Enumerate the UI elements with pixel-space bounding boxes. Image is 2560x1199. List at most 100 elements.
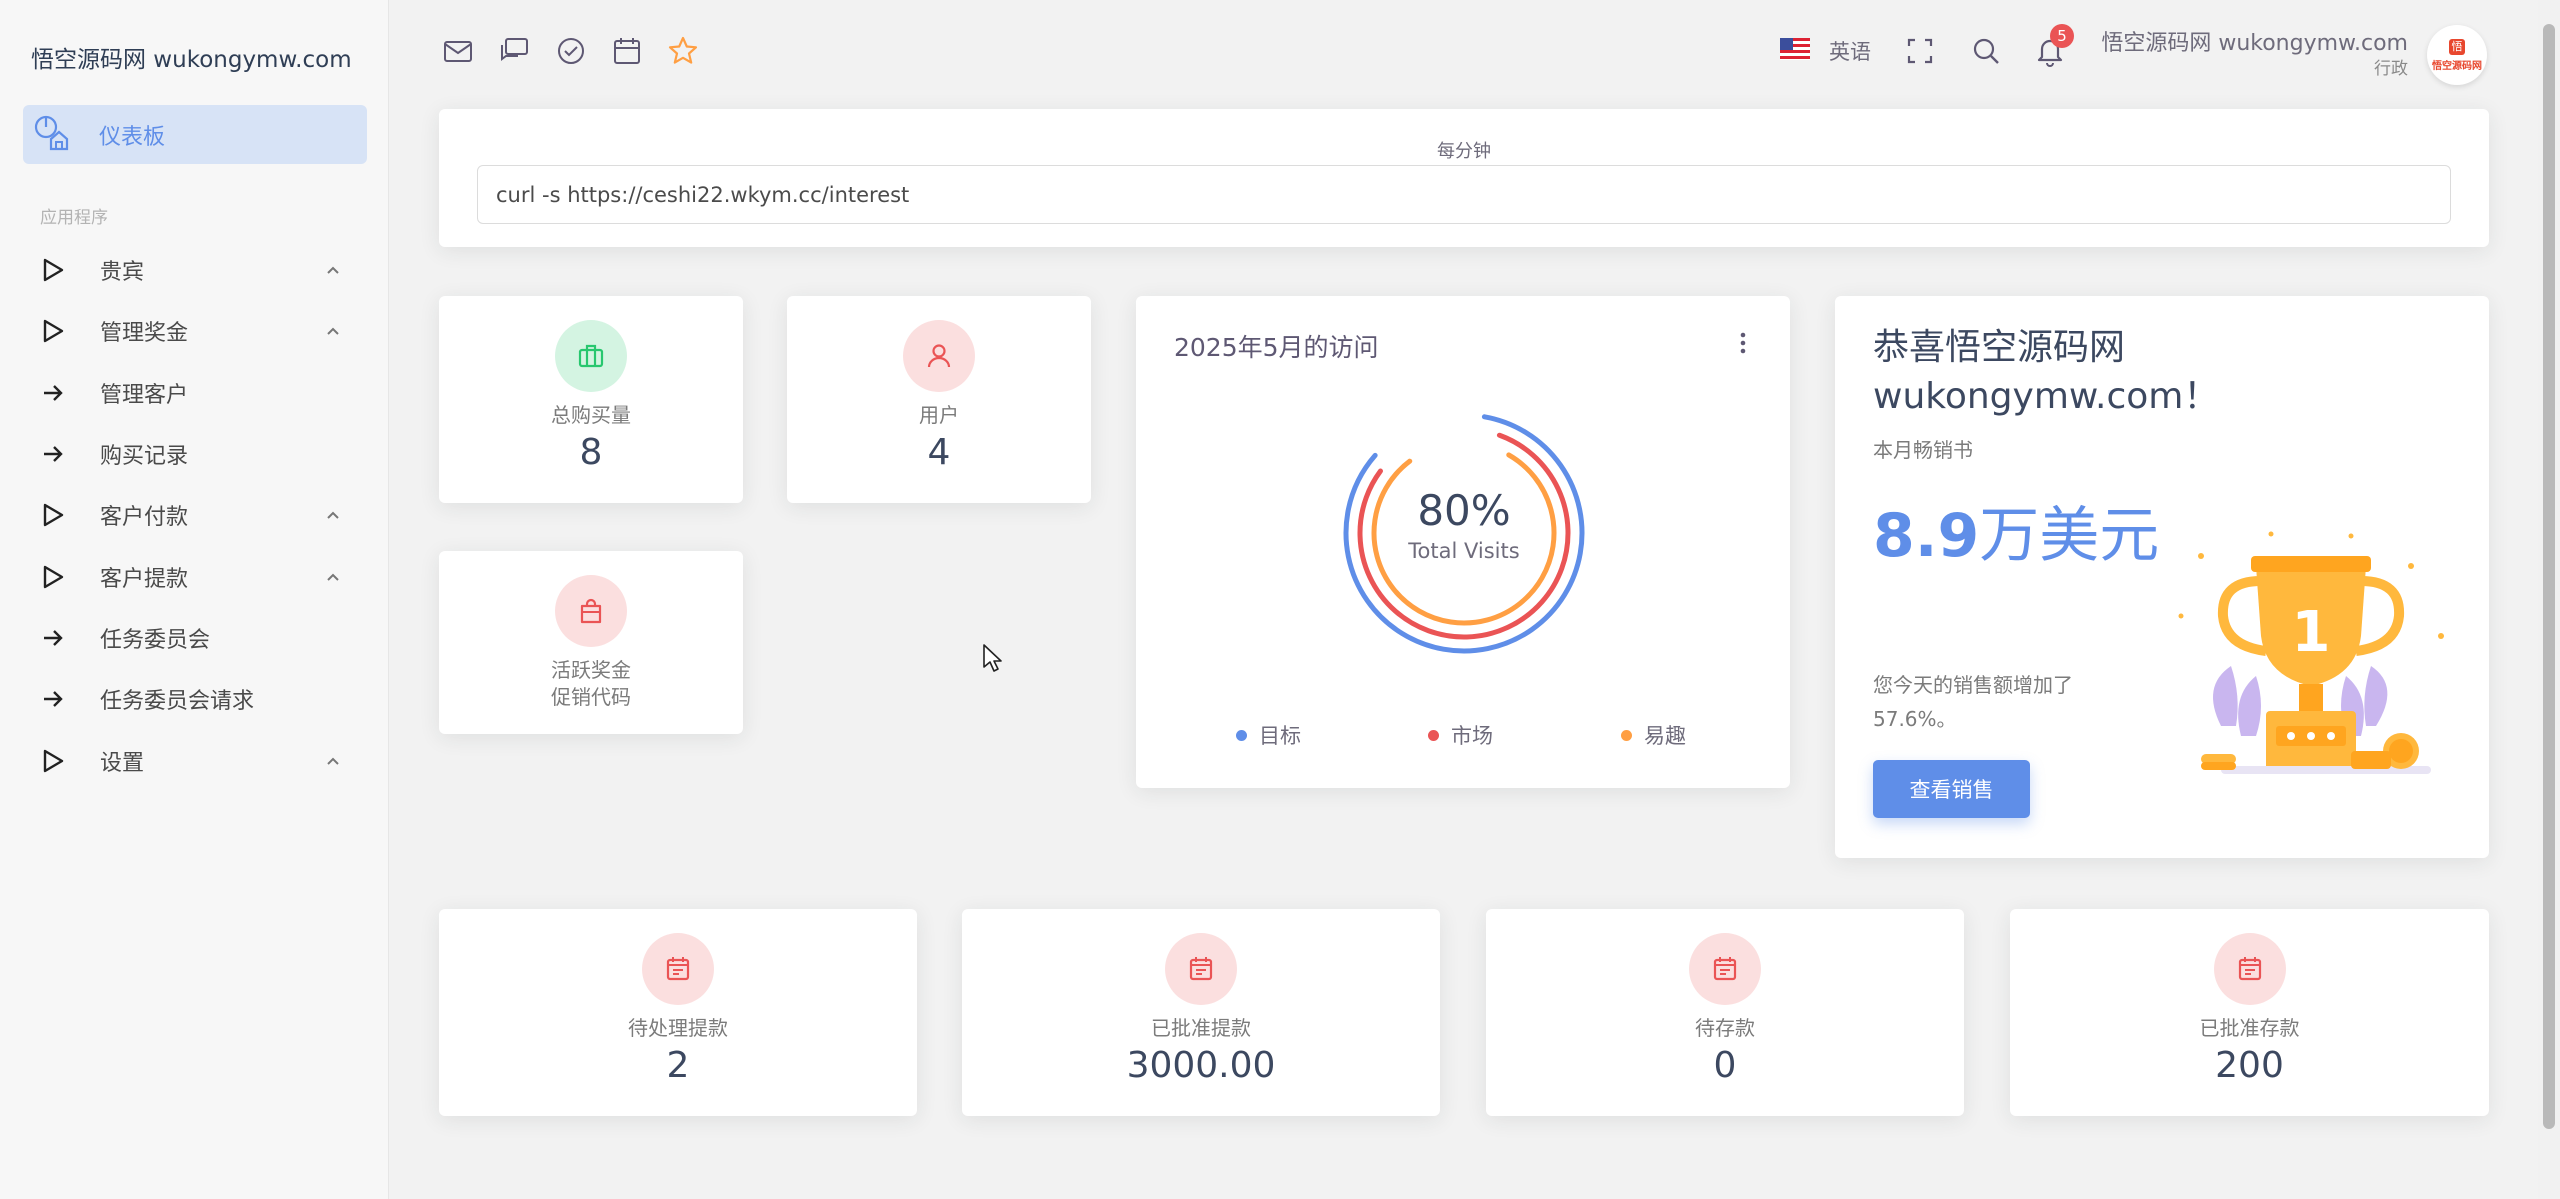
legend-item: 易趣 [1621,720,1686,750]
sidebar-item-customer-payments[interactable]: 客户付款 [40,493,360,537]
sidebar-item-dashboard[interactable]: 仪表板 [23,105,367,164]
shopping-bag-icon [580,598,602,624]
sales-increase-text: 您今天的销售额增加了 57.6%。 [1873,673,2073,731]
sidebar-item-settings[interactable]: 设置 [40,739,360,783]
trophy-icon: 1 [2178,531,2444,774]
shopping-bag-icon-wrap [555,575,627,647]
stat-value: 200 [2215,1045,2284,1086]
avatar-mark: 悟 [2449,38,2465,55]
legend-label: 目标 [1259,724,1301,748]
play-icon [43,565,64,589]
arrow-right-icon [44,446,63,462]
stat-value: 8 [579,432,603,473]
sidebar-item-manage-customers[interactable]: 管理客户 [40,371,360,415]
legend-dot [1428,729,1439,741]
stat-value: 3000.00 [1126,1045,1276,1086]
visits-donut [1343,412,1585,654]
check-circle-icon[interactable] [555,35,587,67]
sidebar-item-dashboard-label: 仪表板 [99,124,166,150]
visits-title: 2025年5月的访问 [1174,333,1379,362]
sidebar-item-task-committee[interactable]: 任务委员会 [40,616,360,660]
congrats-subtitle: 本月畅销书 [1873,438,1973,462]
sales-amount-unit: 万美元 [1979,501,2160,571]
visits-card: 2025年5月的访问 80% Total Visits 目标 市场 易趣 [1136,296,1790,788]
view-sales-button[interactable]: 查看销售 [1873,760,2030,818]
avatar-logo: 悟 悟空源码网 [2431,29,2483,81]
sidebar-item-customer-withdrawals[interactable]: 客户提款 [40,555,360,599]
legend-item: 市场 [1428,720,1493,750]
notification-badge: 5 [2050,24,2074,48]
calendar-icon-wrap [642,933,714,1005]
section-label-apps: 应用程序 [40,208,108,228]
page-scrollbar[interactable] [2538,0,2560,1199]
calendar-icon-wrap [1689,933,1761,1005]
stat-card-users: 用户 4 [787,296,1091,503]
search-icon[interactable] [1970,35,2002,67]
stat-label-main: 活跃奖金 [551,658,631,682]
sidebar-item-task-committee-requests[interactable]: 任务委员会请求 [40,677,360,721]
congrats-title-line2: wukongymw.com！ [1873,375,2220,417]
chevron-up-icon [327,266,339,274]
cron-command-field[interactable]: curl -s https://ceshi22.wkym.cc/interest [477,165,2451,224]
sidebar-item-manage-bonus[interactable]: 管理奖金 [40,309,360,353]
legend-label: 易趣 [1644,724,1686,748]
calendar-icon-wrap [1165,933,1237,1005]
sales-amount-value: 8.9 [1873,501,1980,571]
legend-label: 市场 [1451,724,1493,748]
chevron-up-icon [327,573,339,581]
stat-card-active-bonus: 活跃奖金 促销代码 [439,551,743,734]
cron-label: 每分钟 [1437,141,1491,162]
stat-card-approved-deposits: 已批准存款 200 [2010,909,2489,1116]
sidebar-item-label: 贵宾 [100,260,145,285]
sidebar-item-label: 管理奖金 [100,321,189,346]
user-role: 行政 [2374,59,2408,79]
sidebar-item-label: 购买记录 [100,444,189,469]
sidebar-item-purchase-history[interactable]: 购买记录 [40,432,360,476]
chat-icon[interactable] [498,35,530,67]
scrollbar-thumb[interactable] [2543,24,2555,1129]
sidebar-item-label: 管理客户 [100,383,189,408]
fullscreen-icon[interactable] [1904,35,1936,67]
cron-card: 每分钟 curl -s https://ceshi22.wkym.cc/inte… [439,109,2489,247]
arrow-right-icon [44,385,63,401]
brand-name[interactable]: 悟空源码网 wukongymw.com [31,47,352,73]
chevron-up-icon [327,511,339,519]
mail-icon[interactable] [442,35,474,67]
stat-label: 已批准存款 [2199,1016,2300,1040]
stat-card-total-purchases: 总购买量 8 [439,296,743,503]
more-vertical-icon[interactable] [1740,332,1746,354]
stat-card-pending-withdrawals: 待处理提款 2 [439,909,917,1116]
chevron-up-icon [327,327,339,335]
calendar-icon-wrap [2213,933,2286,1005]
user-name[interactable]: 悟空源码网 wukongymw.com [2101,31,2408,56]
sidebar-item-label: 任务委员会请求 [100,689,255,714]
star-icon[interactable] [667,35,699,67]
sidebar: 悟空源码网 wukongymw.com 仪表板 应用程序 贵宾 管理奖金 管理客… [0,0,389,1199]
congrats-title-line1: 恭喜悟空源码网 [1873,327,2126,368]
play-icon [43,503,64,527]
language-selector[interactable]: 英语 [1829,40,1871,64]
sidebar-item-label: 设置 [100,751,145,776]
briefcase-icon [578,344,604,368]
calendar-icon [666,957,690,981]
legend-dot [1621,729,1632,741]
sales-amount: 8.9万美元 [1873,496,2173,577]
stat-value: 2 [666,1045,690,1086]
user-icon-wrap [903,320,975,392]
avatar-text: 悟空源码网 [2432,60,2482,72]
stat-label: 活跃奖金 促销代码 [439,657,743,711]
visits-percent: 80% [1417,486,1511,535]
calendar-icon [1189,957,1213,981]
congrats-title: 恭喜悟空源码网 wukongymw.com！ [1873,324,2219,421]
briefcase-icon-wrap [555,320,627,392]
visits-caption: Total Visits [1408,539,1520,563]
stat-label: 用户 [919,403,959,427]
calendar-icon[interactable] [611,35,643,67]
stat-card-pending-deposits: 待存款 0 [1486,909,1964,1116]
congrats-card: 恭喜悟空源码网 wukongymw.com！ 本月畅销书 8.9万美元 您今天的… [1835,296,2489,858]
sidebar-item-vip[interactable]: 贵宾 [40,248,360,292]
stat-label: 待存款 [1695,1016,1755,1040]
avatar[interactable]: 悟 悟空源码网 [2427,25,2487,85]
play-icon [43,749,64,773]
trophy-number: 1 [2292,600,2331,665]
